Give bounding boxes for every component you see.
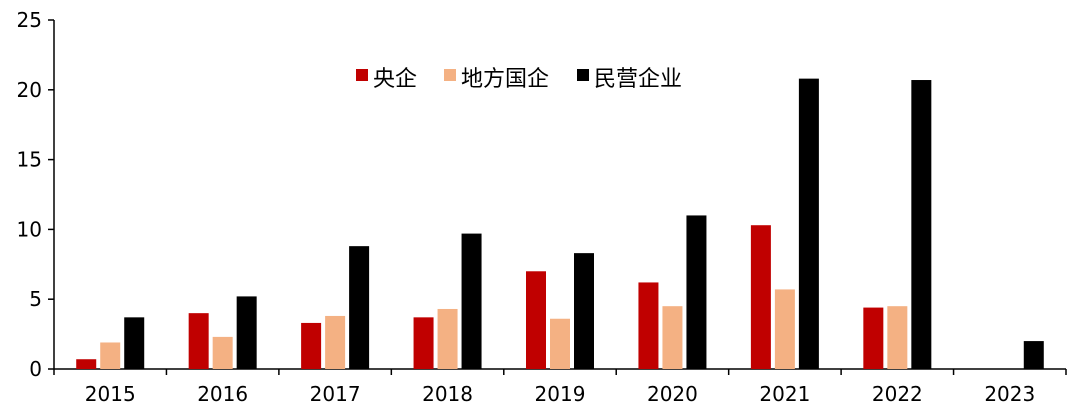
x-tick-label: 2015: [85, 382, 136, 406]
legend-swatch-2: [577, 69, 589, 81]
bar-地方国企-2016: [212, 336, 233, 369]
bar-央企-2019: [526, 271, 546, 369]
x-tick-label: 2022: [872, 382, 923, 406]
y-tick-label: 0: [29, 357, 42, 381]
x-tick-label: 2016: [197, 382, 248, 406]
bar-央企-2016: [188, 313, 209, 369]
x-tick-label: 2019: [535, 382, 586, 406]
legend-swatch-1: [444, 69, 456, 81]
legend-label-1: 地方国企: [461, 67, 549, 92]
bar-央企-2021: [750, 225, 771, 369]
y-tick-label: 20: [17, 78, 42, 102]
bar-地方国企-2021: [774, 289, 795, 369]
bar-民营企业-2021: [798, 78, 819, 370]
bar-民营企业-2020: [686, 215, 707, 369]
bar-地方国企-2015: [100, 342, 121, 369]
bar-民营企业-2015: [124, 317, 145, 369]
bar-地方国企-2017: [325, 315, 346, 369]
bar-央企-2022: [863, 307, 884, 369]
y-tick-label: 15: [17, 148, 42, 172]
legend: 央企 地方国企 民营企业: [356, 67, 682, 92]
y-tick-label: 25: [17, 8, 42, 32]
legend-label-2: 民营企业: [594, 67, 682, 92]
bar-民营企业-2018: [461, 233, 482, 369]
bars: [76, 78, 1044, 370]
legend-swatch-0: [356, 69, 368, 81]
x-axis-ticks: 2015 2016 2017 2018 2019 2020 2021 2022 2023: [53, 369, 1067, 406]
legend-label-0: 央企: [373, 67, 417, 92]
x-tick-label: 2021: [759, 382, 810, 406]
bar-地方国企-2022: [887, 306, 908, 369]
y-axis-ticks: 0 5 10 15 20 25: [17, 8, 54, 381]
x-tick-label: 2017: [310, 382, 361, 406]
y-tick-label: 5: [29, 287, 42, 311]
bar-地方国企-2019: [550, 318, 570, 369]
bar-民营企业-2017: [349, 246, 370, 369]
bar-央企-2017: [301, 322, 322, 369]
bar-民营企业-2016: [236, 296, 257, 369]
bar-民营企业-2019: [574, 253, 594, 369]
bar-央企-2018: [413, 317, 434, 369]
x-tick-label: 2018: [422, 382, 473, 406]
x-tick-label: 2023: [984, 382, 1035, 406]
bar-央企-2015: [76, 359, 97, 369]
x-tick-label: 2020: [647, 382, 698, 406]
y-tick-label: 10: [17, 217, 42, 241]
bar-地方国企-2020: [662, 306, 683, 369]
bar-民营企业-2022: [911, 80, 932, 369]
bar-地方国企-2018: [437, 308, 458, 369]
bar-央企-2020: [638, 282, 659, 369]
bar-民营企业-2023: [1023, 341, 1044, 369]
